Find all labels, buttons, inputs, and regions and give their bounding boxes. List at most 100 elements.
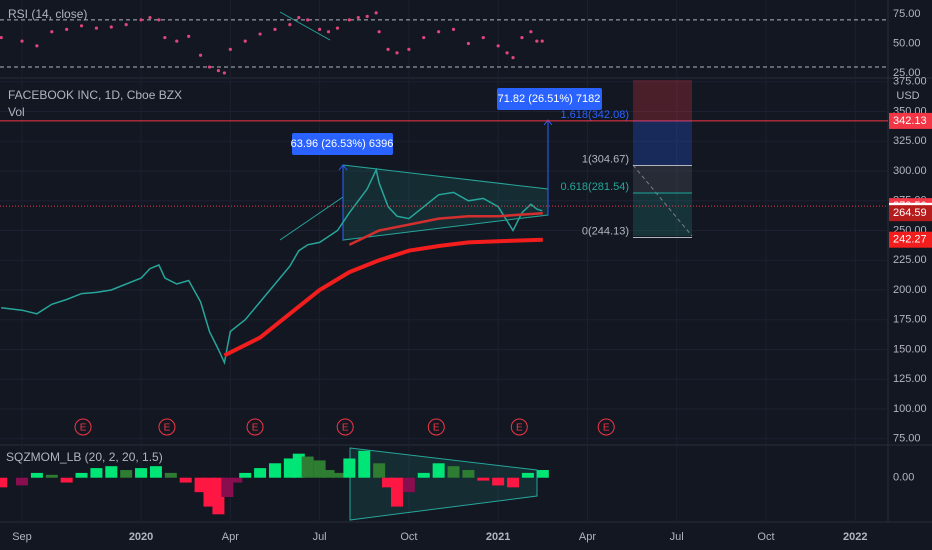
rsi-dot bbox=[139, 18, 143, 22]
momentum-bar bbox=[60, 477, 73, 483]
momentum-bar bbox=[105, 466, 118, 478]
momentum-bar bbox=[507, 477, 520, 488]
earnings-marker bbox=[158, 418, 176, 436]
x-tick-label: Oct bbox=[400, 531, 417, 543]
measure-box bbox=[497, 88, 602, 110]
rsi-dot bbox=[65, 27, 69, 31]
rsi-dot bbox=[377, 30, 381, 34]
rsi-dot bbox=[297, 15, 301, 20]
momentum-bar bbox=[447, 466, 460, 478]
x-tick-label: Jul bbox=[313, 531, 327, 543]
rsi-dot bbox=[540, 39, 544, 43]
momentum-bar bbox=[536, 470, 549, 478]
momentum-bar bbox=[462, 470, 475, 478]
momentum-bar bbox=[230, 477, 243, 483]
rsi-dot bbox=[511, 56, 515, 60]
rsi-dot bbox=[395, 51, 399, 55]
rsi-dot bbox=[94, 26, 99, 30]
earnings-label: E bbox=[164, 423, 171, 434]
rsi-dot bbox=[496, 44, 500, 48]
trend-line bbox=[279, 11, 331, 41]
momentum-bar bbox=[239, 472, 252, 478]
momentum-bar bbox=[521, 472, 534, 478]
y-tick-label: 300.00 bbox=[893, 165, 927, 177]
rsi-dot bbox=[437, 30, 441, 34]
x-tick-label: 2022 bbox=[843, 531, 867, 543]
y-tick-label: 0.00 bbox=[893, 472, 914, 484]
rsi-dot bbox=[335, 26, 340, 30]
rsi-dot bbox=[288, 23, 292, 27]
rsi-dot bbox=[109, 25, 113, 29]
price-tag bbox=[889, 205, 932, 222]
momentum-bar bbox=[322, 470, 335, 478]
fib-label: 0.618(281.54) bbox=[561, 181, 630, 193]
rsi-dot bbox=[0, 35, 3, 40]
price-tag bbox=[889, 112, 932, 129]
earnings-marker bbox=[427, 418, 445, 436]
price-tag-label: 342.13 bbox=[893, 115, 927, 127]
momentum-bar bbox=[382, 477, 395, 488]
rsi-dot bbox=[374, 11, 378, 15]
rsi-dot bbox=[365, 14, 369, 18]
sqzmom-title: SQZMOM_LB (20, 2, 20, 1.5) bbox=[6, 450, 163, 464]
rsi-dot bbox=[505, 51, 509, 55]
fib-label: 1.618(342.08) bbox=[561, 109, 630, 121]
rsi-dot bbox=[407, 47, 411, 51]
y-tick-label: 375.00 bbox=[893, 76, 927, 88]
measure-arrow-head bbox=[338, 164, 348, 171]
rsi-dot bbox=[207, 65, 212, 69]
earnings-label: E bbox=[80, 423, 87, 434]
y-tick-label: 75.00 bbox=[893, 8, 921, 20]
rsi-dot bbox=[318, 27, 322, 31]
momentum-bar bbox=[373, 463, 386, 478]
momentum-bar bbox=[90, 468, 103, 478]
rsi-dot bbox=[529, 30, 533, 34]
rsi-dot bbox=[520, 35, 524, 40]
earnings-marker bbox=[336, 418, 354, 436]
grid bbox=[0, 0, 888, 522]
earnings-label: E bbox=[516, 423, 523, 434]
rsi-dot bbox=[243, 39, 247, 43]
rsi-dot bbox=[451, 27, 456, 31]
y-tick-label: 175.00 bbox=[893, 314, 927, 326]
rsi-dot bbox=[20, 39, 24, 43]
momentum-bar bbox=[301, 456, 314, 478]
rsi-dot bbox=[273, 27, 277, 31]
rsi-dot bbox=[222, 71, 226, 75]
x-tick-label: 2020 bbox=[129, 531, 153, 543]
price-tag bbox=[889, 231, 932, 248]
price-line bbox=[348, 211, 543, 246]
rsi-dot bbox=[124, 23, 128, 27]
rsi-dot bbox=[326, 30, 331, 34]
y-tick-label: 125.00 bbox=[893, 373, 927, 385]
currency: USD bbox=[896, 90, 919, 102]
rsi-dot bbox=[216, 68, 221, 73]
volume-label: Vol bbox=[8, 105, 25, 119]
measure-label: 63.96 (26.53%) 6396 bbox=[291, 138, 394, 150]
fib-label: 0(244.13) bbox=[582, 225, 629, 237]
y-tick-label: 50.00 bbox=[893, 37, 921, 49]
y-tick-label: 150.00 bbox=[893, 343, 927, 355]
momentum-bar bbox=[492, 477, 505, 486]
momentum-bar bbox=[402, 477, 415, 493]
y-tick-label: 200.00 bbox=[893, 284, 927, 296]
price-line bbox=[1, 167, 543, 366]
momentum-bar bbox=[164, 472, 177, 478]
momentum-bar bbox=[135, 468, 148, 478]
price-tag-label: 242.27 bbox=[893, 234, 927, 246]
rsi-dot bbox=[175, 39, 179, 43]
momentum-bar bbox=[254, 468, 267, 478]
rsi-dot bbox=[79, 24, 84, 28]
trend-line bbox=[279, 196, 344, 241]
momentum-bar bbox=[16, 477, 29, 486]
position-target bbox=[633, 120, 692, 165]
rsi-dot bbox=[35, 44, 39, 48]
rsi-dot bbox=[148, 15, 152, 20]
fib-label: 1(304.67) bbox=[582, 153, 629, 165]
momentum-bar bbox=[477, 477, 490, 481]
momentum-bar bbox=[179, 477, 192, 483]
momentum-bar bbox=[358, 450, 371, 478]
earnings-label: E bbox=[603, 423, 610, 434]
